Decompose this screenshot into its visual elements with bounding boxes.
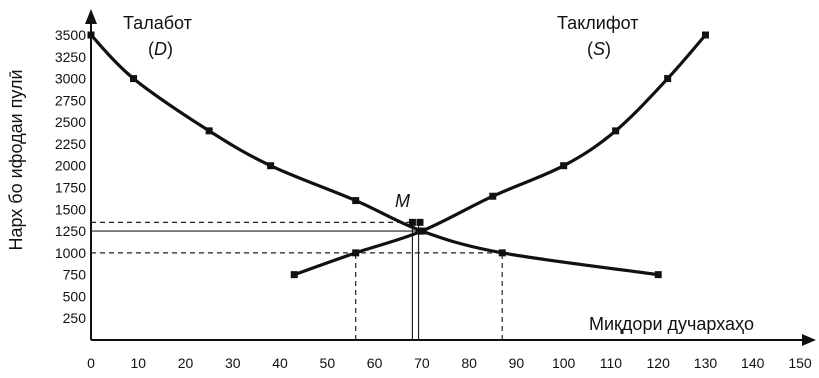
equilibrium-label: M [395, 191, 410, 211]
demand-label: Талабот [123, 13, 192, 33]
guides-layer [91, 221, 503, 340]
y-tick-label: 3000 [55, 71, 86, 87]
x-tick-label: 70 [414, 355, 430, 371]
x-tick-label: 0 [87, 355, 95, 371]
x-tick-label: 50 [320, 355, 336, 371]
supply-symbol-label: (S) [587, 39, 611, 59]
demand-point [352, 197, 360, 205]
demand-point [205, 127, 213, 135]
demand-point [267, 162, 275, 170]
demand-point [130, 75, 138, 83]
x-tick-label: 10 [130, 355, 146, 371]
x-tick-label: 80 [461, 355, 477, 371]
x-tick-label: 90 [509, 355, 525, 371]
x-tick-label: 60 [367, 355, 383, 371]
supply-point [352, 249, 360, 257]
y-tick-label: 500 [63, 288, 87, 304]
y-tick-label: 2250 [55, 136, 86, 152]
y-tick-label: 3250 [55, 49, 86, 65]
y-tick-label: 250 [63, 310, 87, 326]
supply-point [612, 127, 620, 135]
y-axis-title: Нарх бо ифодаи пулӣ [6, 69, 26, 250]
y-axis-arrow [85, 9, 97, 24]
y-tick-label: 3500 [55, 27, 86, 43]
x-tick-label: 120 [647, 355, 671, 371]
x-tick-label: 140 [741, 355, 765, 371]
demand-point [654, 271, 662, 279]
supply-point [290, 271, 298, 279]
demand-point [87, 31, 95, 39]
x-tick-label: 150 [788, 355, 812, 371]
y-tick-label: 2500 [55, 114, 86, 130]
demand-curve [89, 33, 659, 277]
supply-label: Таклифот [557, 13, 639, 33]
series-layer [87, 31, 709, 279]
y-tick-label: 1500 [55, 201, 86, 217]
y-tick-label: 750 [63, 267, 87, 283]
x-tick-label: 130 [694, 355, 718, 371]
demand-point [498, 249, 506, 257]
equilibrium-point [408, 218, 416, 226]
x-tick-label: 100 [552, 355, 576, 371]
x-tick-label: 20 [178, 355, 194, 371]
supply-curve [293, 33, 707, 277]
y-tick-label: 1750 [55, 180, 86, 196]
y-tick-label: 2000 [55, 158, 86, 174]
x-tick-label: 110 [600, 355, 623, 371]
y-tick-label: 1250 [55, 223, 86, 239]
supply-point [489, 192, 497, 200]
equilibrium-point [416, 218, 424, 226]
x-tick-label: 40 [272, 355, 288, 371]
x-axis-arrow [802, 334, 816, 346]
x-axis-title: Миқдори дучархаҳо [589, 314, 754, 334]
supply-point [560, 162, 568, 170]
y-tick-label: 2750 [55, 92, 86, 108]
axes-layer: 0 10 20 30 40 50 60 70 80 90 100 110 120 130 140 150 350… [55, 9, 816, 371]
supply-point [418, 227, 426, 235]
x-tick-label: 30 [225, 355, 241, 371]
labels-layer: Нарх бо ифодаи пулӣ Миқдори дучархаҳо Та… [6, 13, 754, 334]
supply-point [701, 31, 709, 39]
y-tick-label: 1000 [55, 245, 86, 261]
demand-symbol-label: (D) [148, 39, 173, 59]
supply-point [664, 75, 672, 83]
